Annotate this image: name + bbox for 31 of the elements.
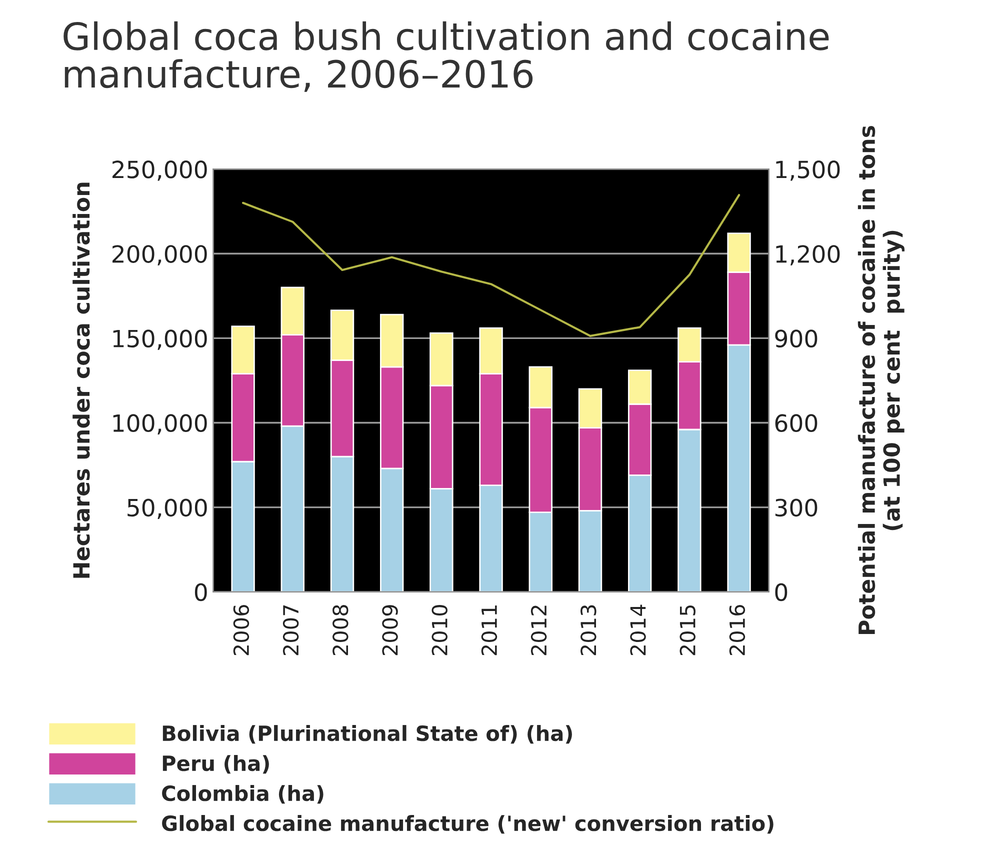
y2-tick-label: 1,500 (776, 160, 840, 181)
y-tick-label: 50,000 (128, 498, 207, 519)
legend-label: Peru (ha) (162, 755, 269, 774)
y-tick-label: 150,000 (113, 330, 207, 350)
y2-axis-title: Potential manufacture of cocaine in tons (at 100 per cent purity) (858, 126, 904, 634)
x-tick-label: 2013 (580, 605, 596, 656)
x-tick-label: 2016 (729, 604, 746, 656)
legend-label: Bolivia (Plurinational State of) (ha) (162, 725, 572, 744)
y2-tick-label: 900 (775, 330, 818, 348)
x-tick-label: 2014 (630, 604, 646, 656)
x-tick-label: 2006 (233, 604, 250, 656)
x-tick-label: 2015 (680, 605, 696, 656)
x-tick-label: 2012 (530, 606, 547, 656)
x-tick-label: 2010 (432, 605, 448, 656)
y2-tick-label: 300 (775, 498, 818, 517)
y2-tick-label: 600 (775, 414, 818, 432)
x-tick-label: 2007 (282, 605, 299, 656)
legend-label: Colombia (ha) (162, 785, 324, 804)
x-tick-label: 2009 (382, 605, 398, 656)
y-tick-label: 250,000 (112, 160, 207, 181)
x-tick-label: 2011 (481, 606, 498, 656)
legend-label: Global cocaine manufacture ('new' conversion ratio) (162, 815, 774, 834)
y2-tick-label: 1,200 (776, 245, 840, 266)
x-tick-label: 2008 (332, 605, 348, 656)
y-tick-label: 0 (194, 583, 207, 602)
line-series (242, 194, 740, 337)
y-tick-label: 200,000 (112, 245, 207, 266)
y-axis-title: Hectares under coca cultivation (72, 182, 90, 578)
y2-tick-label: 0 (775, 583, 788, 602)
y-tick-label: 100,000 (113, 414, 207, 434)
chart-title: Global coca bush cultivation and cocaine manufacture, 2006–2016 (64, 21, 829, 92)
